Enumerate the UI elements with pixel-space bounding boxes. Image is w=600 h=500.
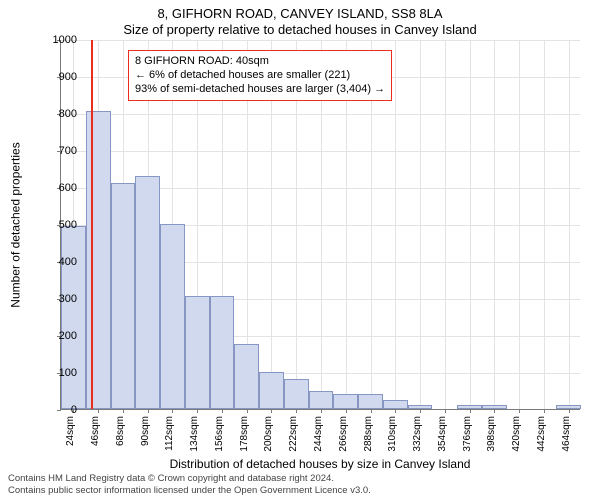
x-tickmark <box>321 409 322 413</box>
x-tick-label: 90sqm <box>140 416 151 446</box>
reference-line <box>91 40 93 409</box>
gridline-v <box>445 40 446 409</box>
x-tickmark <box>222 409 223 413</box>
x-tickmark <box>519 409 520 413</box>
x-tick-label: 398sqm <box>486 416 497 452</box>
x-axis-label: Distribution of detached houses by size … <box>60 457 580 471</box>
y-tick-label: 400 <box>47 256 77 268</box>
annotation-line-1: 8 GIFHORN ROAD: 40sqm <box>135 55 385 69</box>
histogram-bar <box>259 372 284 409</box>
x-tick-label: 112sqm <box>164 416 175 451</box>
histogram-bar <box>482 405 507 409</box>
y-tick-label: 0 <box>47 404 77 416</box>
x-tick-label: 178sqm <box>239 416 250 452</box>
x-tickmark <box>123 409 124 413</box>
y-axis-label: Number of detached properties <box>9 35 23 415</box>
histogram-bar <box>61 226 86 409</box>
annotation-box: 8 GIFHORN ROAD: 40sqm← 6% of detached ho… <box>128 50 392 101</box>
x-tickmark <box>470 409 471 413</box>
x-tickmark <box>247 409 248 413</box>
y-tick-label: 100 <box>47 367 77 379</box>
gridline-v <box>569 40 570 409</box>
gridline-v <box>544 40 545 409</box>
y-tick-label: 1000 <box>47 34 77 46</box>
histogram-bar <box>135 176 160 409</box>
x-tick-label: 464sqm <box>561 416 572 452</box>
x-tick-label: 68sqm <box>115 416 126 446</box>
histogram-bar <box>160 224 185 409</box>
footer-line-1: Contains HM Land Registry data © Crown c… <box>8 473 371 484</box>
x-tickmark <box>346 409 347 413</box>
chart-title-line2: Size of property relative to detached ho… <box>0 22 600 37</box>
x-tick-label: 354sqm <box>437 416 448 452</box>
histogram-bar <box>86 111 111 409</box>
x-tick-label: 200sqm <box>263 416 274 452</box>
x-tick-label: 46sqm <box>90 416 101 446</box>
histogram-bar <box>408 405 433 409</box>
x-tick-label: 244sqm <box>313 416 324 452</box>
histogram-bar <box>556 405 581 409</box>
y-tick-label: 800 <box>47 108 77 120</box>
y-tick-label: 200 <box>47 330 77 342</box>
x-tickmark <box>494 409 495 413</box>
x-tickmark <box>197 409 198 413</box>
x-tick-label: 222sqm <box>288 416 299 452</box>
annotation-line-3: 93% of semi-detached houses are larger (… <box>135 83 385 97</box>
footer-line-2: Contains public sector information licen… <box>8 485 371 496</box>
plot-area: 8 GIFHORN ROAD: 40sqm← 6% of detached ho… <box>60 40 580 410</box>
x-tickmark <box>395 409 396 413</box>
x-tickmark <box>148 409 149 413</box>
x-tick-label: 288sqm <box>363 416 374 452</box>
histogram-bar <box>234 344 259 409</box>
x-tick-label: 266sqm <box>338 416 349 452</box>
x-tickmark <box>296 409 297 413</box>
x-tick-label: 376sqm <box>462 416 473 452</box>
x-tickmark <box>371 409 372 413</box>
gridline-v <box>470 40 471 409</box>
x-tick-label: 332sqm <box>412 416 423 452</box>
histogram-bar <box>185 296 210 409</box>
x-tick-label: 420sqm <box>511 416 522 452</box>
attribution-footer: Contains HM Land Registry data © Crown c… <box>8 473 371 496</box>
x-tickmark <box>271 409 272 413</box>
histogram-bar <box>358 394 383 409</box>
gridline-v <box>519 40 520 409</box>
histogram-bar <box>457 405 482 409</box>
histogram-bar <box>284 379 309 409</box>
annotation-line-2: ← 6% of detached houses are smaller (221… <box>135 69 385 83</box>
x-tickmark <box>172 409 173 413</box>
x-tickmark <box>445 409 446 413</box>
histogram-bar <box>309 391 334 410</box>
chart-title-line1: 8, GIFHORN ROAD, CANVEY ISLAND, SS8 8LA <box>0 6 600 21</box>
x-tick-label: 442sqm <box>536 416 547 452</box>
y-tick-label: 700 <box>47 145 77 157</box>
gridline-v <box>395 40 396 409</box>
histogram-bar <box>333 394 358 409</box>
histogram-bar <box>111 183 136 409</box>
x-tickmark <box>98 409 99 413</box>
histogram-bar <box>383 400 408 409</box>
gridline-v <box>420 40 421 409</box>
x-tickmark <box>569 409 570 413</box>
y-tick-label: 500 <box>47 219 77 231</box>
y-tick-label: 600 <box>47 182 77 194</box>
y-tick-label: 900 <box>47 71 77 83</box>
x-tick-label: 134sqm <box>189 416 200 452</box>
x-tick-label: 310sqm <box>387 416 398 452</box>
gridline-v <box>494 40 495 409</box>
y-tick-label: 300 <box>47 293 77 305</box>
x-tickmark <box>420 409 421 413</box>
x-tickmark <box>544 409 545 413</box>
histogram-bar <box>210 296 235 409</box>
x-tick-label: 24sqm <box>65 416 76 446</box>
x-tick-label: 156sqm <box>214 416 225 452</box>
